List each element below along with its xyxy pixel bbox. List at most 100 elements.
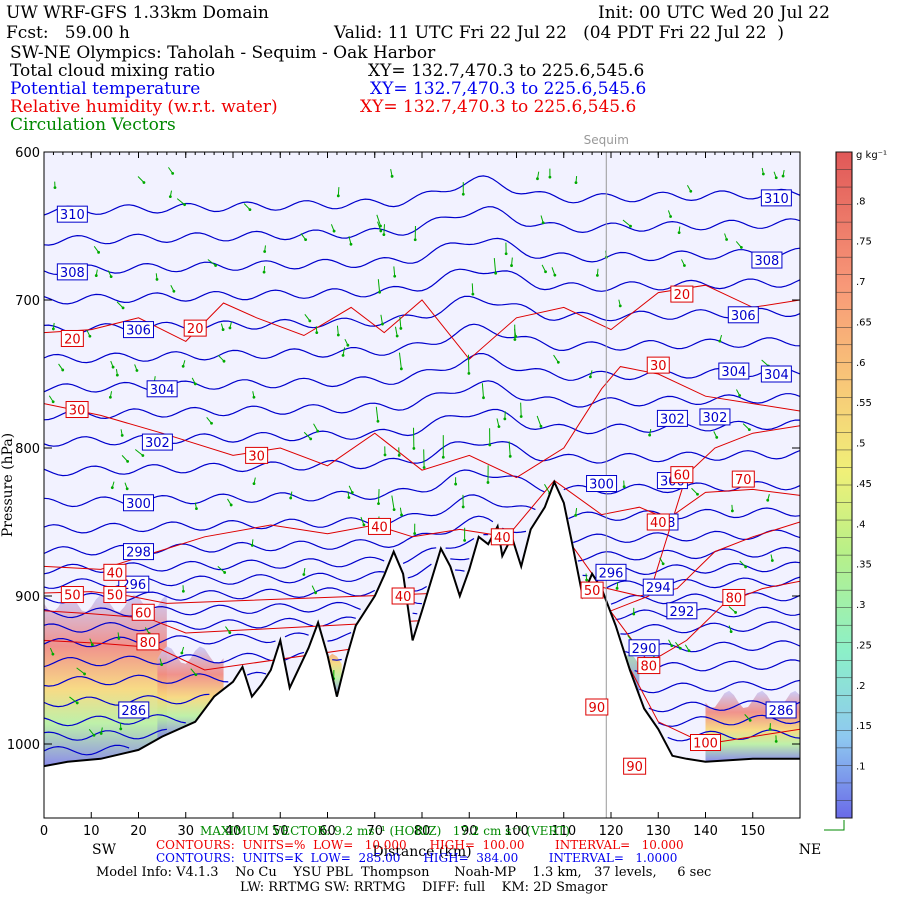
theta-label: 310 (764, 192, 789, 207)
circulation-vector (394, 326, 398, 337)
colorbar-units: g kg⁻¹ (856, 150, 887, 161)
circulation-vector-head (90, 643, 94, 647)
circulation-vector-head (214, 264, 217, 267)
field-xy-cloud: XY= 132.7,470.3 to 225.6,545.6 (368, 61, 645, 81)
circulation-vector (728, 606, 736, 613)
circulation-vector-head (378, 290, 381, 294)
circulation-vector-head (632, 612, 636, 616)
circulation-vector-head (228, 326, 232, 330)
circulation-vector-head (734, 611, 737, 614)
circulation-vector-head (336, 333, 340, 337)
circulation-vector-head (83, 672, 86, 676)
theta-contour-287 (44, 714, 800, 741)
rh-label-box (136, 633, 160, 651)
rh-label: 90 (589, 701, 606, 716)
circulation-vector-head (738, 394, 742, 397)
circulation-vector (508, 441, 511, 457)
rh-label-box (646, 356, 670, 374)
circulation-vector-head (677, 231, 681, 234)
circulation-vector-head (88, 334, 92, 338)
y-tick-label: 800 (15, 442, 40, 457)
circulation-vector-head (488, 443, 492, 447)
circulation-vector-head (718, 339, 722, 343)
circulation-vector-head (541, 221, 545, 225)
circulation-vector-head (503, 417, 507, 421)
circulation-vector-head (135, 369, 139, 372)
circulation-vector-head (117, 637, 121, 640)
theta-label-box (141, 433, 173, 451)
theta-label: 304 (721, 365, 746, 380)
colorbar-label: .1 (856, 762, 866, 773)
circulation-vector-head (252, 395, 256, 399)
circulation-vector-head (346, 343, 350, 347)
theta-label-box (699, 408, 731, 426)
circulation-vector-head (390, 174, 394, 178)
cloud-patch-sw (44, 594, 167, 767)
theta-contour-309 (44, 206, 800, 246)
circulation-vector-head (548, 175, 552, 179)
theta-label-box (642, 578, 674, 596)
circulation-vector-head (181, 364, 185, 368)
field-label-vectors: Circulation Vectors (10, 115, 176, 135)
circulation-vector-head (574, 181, 578, 185)
circulation-vector-head (180, 651, 184, 655)
circulation-vector (691, 487, 698, 495)
x-tick-label: 30 (177, 824, 194, 839)
theta-label: 304 (764, 368, 789, 383)
rh-label-box (65, 401, 89, 419)
circulation-vector-head (508, 454, 512, 458)
rh-label: 60 (135, 606, 152, 621)
circulation-vector-head (314, 591, 318, 595)
rh-label-box (646, 513, 670, 531)
circulation-vector (471, 283, 474, 295)
x-tick-label: 120 (599, 824, 624, 839)
rh-label: 30 (69, 404, 86, 419)
theta-label: 308 (755, 254, 780, 269)
circulation-vector-head (413, 238, 417, 242)
circulation-vector-head (400, 513, 403, 517)
rh-label-box (60, 586, 84, 604)
field-label-rh: Relative humidity (w.r.t. water) (10, 97, 278, 117)
theta-label-box (123, 321, 154, 339)
circulation-vector-head (97, 250, 100, 254)
circulation-vector-head (121, 306, 125, 310)
circulation-vector (520, 402, 522, 417)
rh-label: 80 (140, 636, 157, 651)
cloud-patch-ne (705, 690, 800, 762)
circulation-vector-head (315, 331, 319, 334)
theta-label: 286 (121, 704, 146, 719)
circulation-vector-head (61, 368, 65, 372)
circulation-vector-head (349, 242, 353, 246)
theta-label: 308 (60, 266, 85, 281)
circulation-vector-head (115, 373, 119, 377)
theta-contour-308 (44, 237, 800, 276)
circulation-vector-head (574, 513, 578, 517)
circulation-vector (383, 224, 385, 235)
circulation-vector-head (467, 371, 471, 375)
circulation-vector-head (774, 739, 778, 743)
colorbar-label: .6 (856, 358, 866, 369)
theta-label-box (751, 251, 783, 269)
circulation-vector (377, 221, 382, 232)
rh-label-box (637, 657, 661, 675)
x-axis-label: Distance (km) (372, 844, 471, 860)
x-tick-label: 40 (225, 824, 242, 839)
circulation-vector (303, 431, 312, 440)
circulation-vector-head (262, 270, 266, 274)
rh-label-box (670, 466, 694, 484)
circulation-vector-head (463, 539, 467, 542)
theta-label-box (56, 263, 88, 281)
theta-contour-306 (44, 295, 800, 334)
circulation-vector (399, 316, 402, 329)
circulation-vector-head (51, 652, 55, 656)
theta-label: 302 (145, 436, 170, 451)
colorbar-label: .55 (856, 398, 872, 409)
colorbar-label: .8 (856, 196, 866, 207)
rh-label-box (183, 319, 207, 337)
circulation-vector-head (519, 415, 523, 418)
model-title: UW WRF-GFS 1.33km Domain (6, 3, 269, 23)
model-info-2: LW: RRTMG SW: RRTMG DIFF: full KM: 2D Sm… (240, 880, 608, 895)
theta-label-box (123, 494, 154, 512)
circulation-vector-head (678, 646, 682, 650)
theta-contour-291 (44, 640, 800, 668)
